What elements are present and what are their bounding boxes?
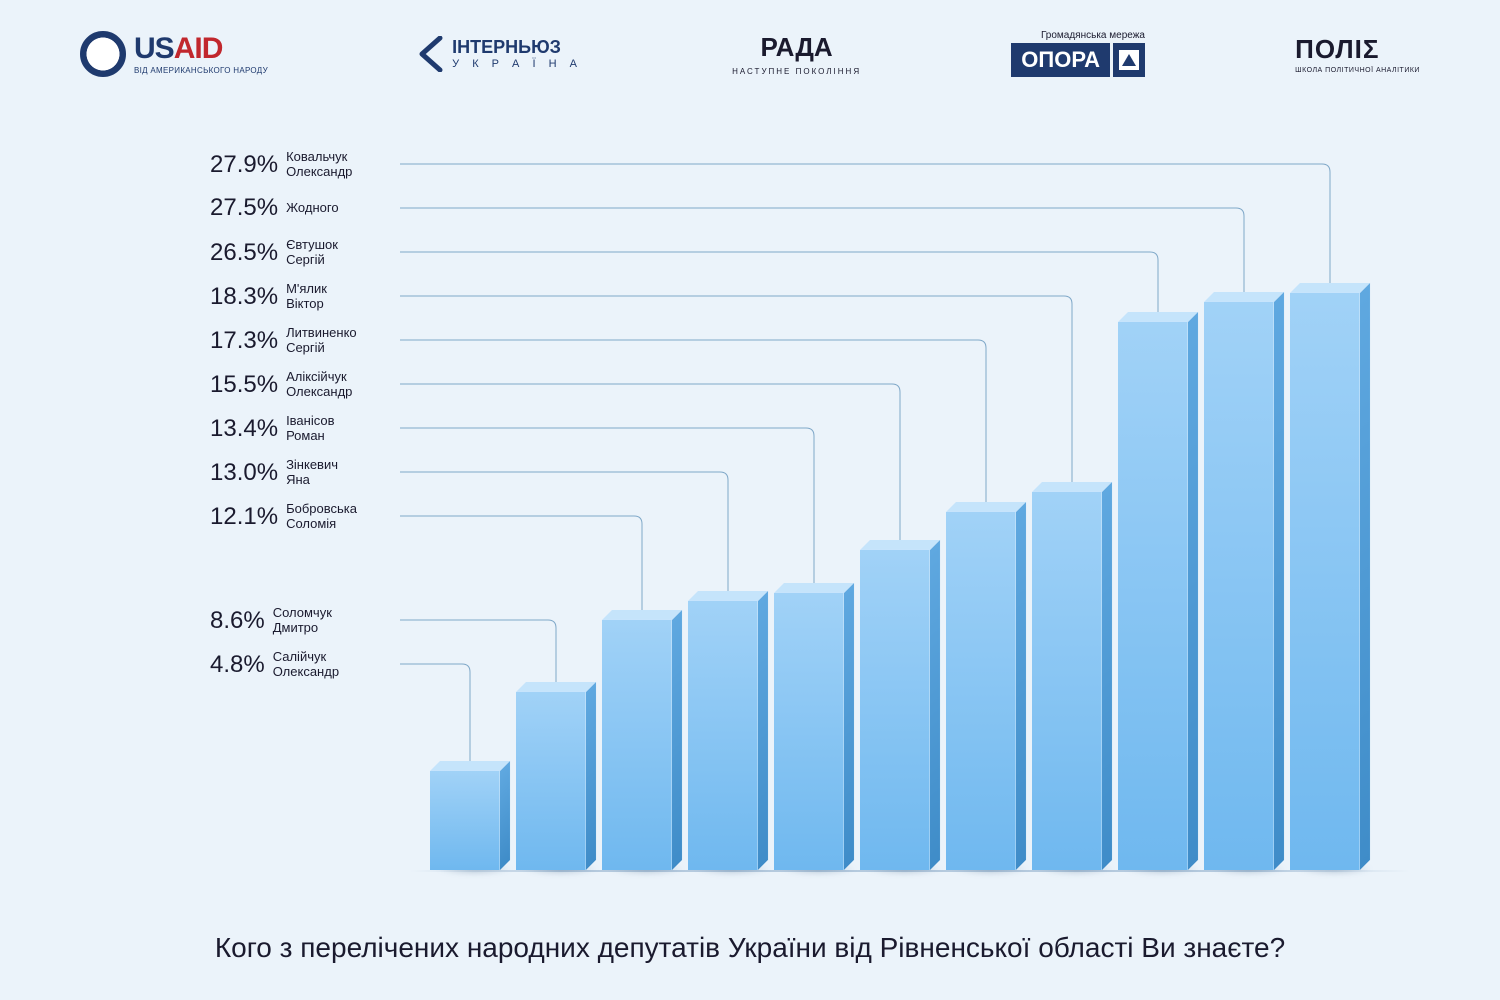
label-percent: 18.3%	[210, 283, 278, 311]
chart-label: 15.5% АліксійчукОлександр	[210, 370, 352, 400]
chart-label: 27.5% Жодного	[210, 194, 339, 222]
label-percent: 17.3%	[210, 327, 278, 355]
label-percent: 12.1%	[210, 503, 278, 531]
polis-sub: ШКОЛА ПОЛІТИЧНОЇ АНАЛІТИКИ	[1295, 67, 1420, 74]
usaid-text-us: US	[134, 32, 174, 65]
label-percent: 13.4%	[210, 415, 278, 443]
opora-top: Громадянська мережа	[1041, 30, 1145, 41]
usaid-subtitle: ВІД АМЕРИКАНСЬКОГО НАРОДУ	[134, 66, 268, 75]
usaid-seal-icon	[80, 31, 126, 77]
label-name: БобровськаСоломія	[286, 502, 357, 532]
label-name: СалійчукОлександр	[273, 650, 339, 680]
label-name: М'яликВіктор	[286, 282, 327, 312]
chart-label: 13.0% ЗінкевичЯна	[210, 458, 338, 488]
chart-label: 12.1% БобровськаСоломія	[210, 502, 357, 532]
internews-sub: У К Р А Ї Н А	[452, 58, 582, 70]
chart-label: 17.3% ЛитвиненкоСергій	[210, 326, 357, 356]
chart-bar	[516, 692, 586, 870]
logo-bar: USAID ВІД АМЕРИКАНСЬКОГО НАРОДУ ІНТЕРНЬЮ…	[0, 30, 1500, 77]
chart-bar	[688, 601, 758, 870]
label-name: ІванісовРоман	[286, 414, 334, 444]
rada-sub: НАСТУПНЕ ПОКОЛІННЯ	[732, 67, 861, 76]
chart-bar	[1204, 302, 1274, 870]
chart-label: 27.9% КовальчукОлександр	[210, 150, 352, 180]
label-percent: 27.5%	[210, 194, 278, 222]
rada-title: РАДА	[761, 32, 833, 63]
chart-bar	[860, 550, 930, 870]
label-name: ЄвтушокСергій	[286, 238, 338, 268]
polis-main: ПОЛІΣ	[1295, 34, 1379, 65]
label-name: СоломчукДмитро	[273, 606, 332, 636]
chart-bar	[602, 620, 672, 870]
chart-area: 4.8% СалійчукОлександр 8.6% СоломчукДмитро 1…	[210, 130, 1410, 870]
label-name: ЗінкевичЯна	[286, 458, 338, 488]
internews-title: ІНТЕРНЬЮЗ	[452, 37, 582, 58]
logo-opora: Громадянська мережа ОПОРА	[1011, 30, 1145, 77]
chart-bar	[430, 771, 500, 870]
bars-container	[430, 130, 1370, 870]
logo-internews: ІНТЕРНЬЮЗ У К Р А Ї Н А	[418, 36, 582, 72]
logo-rada: РАДА НАСТУПНЕ ПОКОЛІННЯ	[732, 32, 861, 76]
label-percent: 27.9%	[210, 151, 278, 179]
chart-label: 8.6% СоломчукДмитро	[210, 606, 332, 636]
chart-label: 18.3% М'яликВіктор	[210, 282, 327, 312]
label-percent: 4.8%	[210, 651, 265, 679]
logo-usaid: USAID ВІД АМЕРИКАНСЬКОГО НАРОДУ	[80, 31, 268, 77]
label-name: ЛитвиненкоСергій	[286, 326, 357, 356]
internews-chevron-icon	[418, 36, 444, 72]
label-name: КовальчукОлександр	[286, 150, 352, 180]
label-name: Жодного	[286, 201, 338, 216]
chart-bar	[774, 593, 844, 870]
opora-triangle-icon	[1119, 50, 1139, 70]
chart-bar	[1290, 293, 1360, 870]
label-percent: 8.6%	[210, 607, 265, 635]
logo-polis: ПОЛІΣ ШКОЛА ПОЛІТИЧНОЇ АНАЛІТИКИ	[1295, 34, 1420, 74]
label-percent: 13.0%	[210, 459, 278, 487]
chart-bar	[946, 512, 1016, 870]
label-name: АліксійчукОлександр	[286, 370, 352, 400]
chart-bar	[1118, 322, 1188, 870]
chart-label: 26.5% ЄвтушокСергій	[210, 238, 338, 268]
label-percent: 26.5%	[210, 239, 278, 267]
label-percent: 15.5%	[210, 371, 278, 399]
chart-label: 4.8% СалійчукОлександр	[210, 650, 339, 680]
chart-title: Кого з перелічених народних депутатів Ук…	[0, 932, 1500, 964]
chart-label: 13.4% ІванісовРоман	[210, 414, 335, 444]
usaid-text-aid: AID	[174, 32, 223, 65]
opora-main: ОПОРА	[1011, 43, 1110, 77]
chart-bar	[1032, 492, 1102, 870]
